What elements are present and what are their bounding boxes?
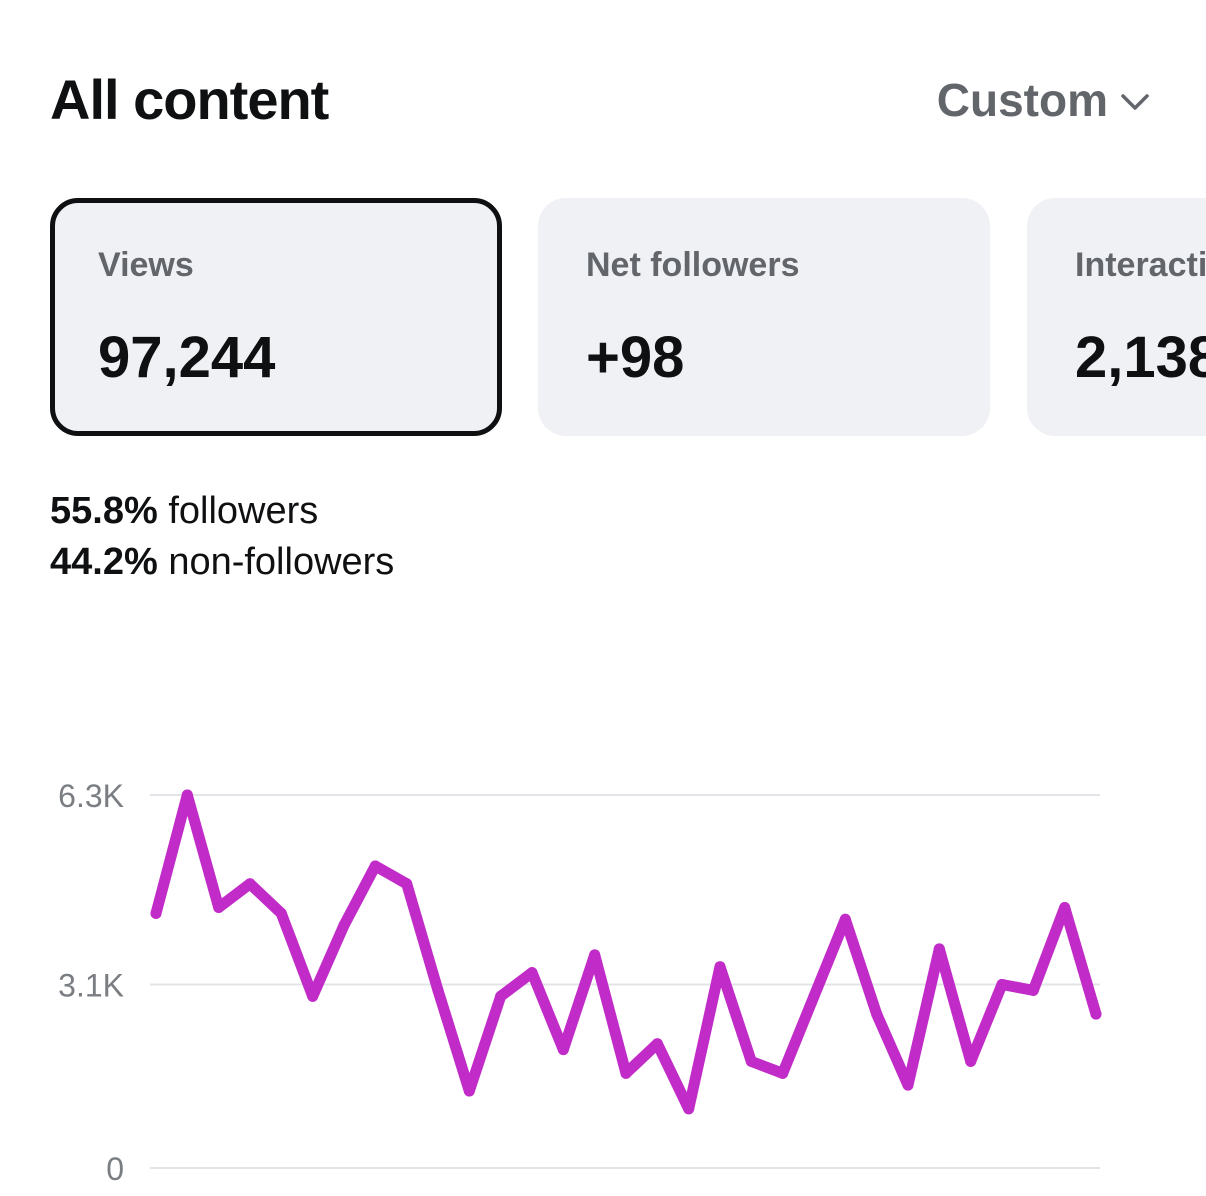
data-point-19 (745, 1055, 757, 1067)
page-title: All content (50, 68, 329, 131)
interactions-card[interactable]: Interactions 2,138 (1027, 198, 1206, 436)
interactions-card-value: 2,138 (1075, 325, 1206, 390)
data-point-28 (1027, 984, 1039, 996)
data-point-7 (369, 860, 381, 872)
data-point-5 (307, 990, 319, 1002)
data-point-26 (965, 1055, 977, 1067)
header: All content Custom (50, 62, 1150, 142)
y-tick-label-1: 3.1K (58, 967, 124, 1003)
data-point-8 (401, 878, 413, 890)
interactions-card-label: Interactions (1075, 246, 1206, 284)
data-point-23 (871, 1008, 883, 1020)
audience-breakdown: 55.8% followers 44.2% non-followers (50, 486, 394, 588)
views-line-chart: 0 3.1K 6.3K (58, 778, 1102, 1187)
data-point-2 (213, 902, 225, 913)
data-point-30 (1090, 1008, 1102, 1020)
followers-row: 55.8% followers (50, 486, 394, 537)
date-range-label: Custom (936, 74, 1108, 126)
data-point-12 (526, 967, 538, 979)
data-point-11 (495, 990, 507, 1002)
net-followers-card-value: +98 (586, 325, 685, 390)
data-point-3 (244, 878, 256, 890)
net-followers-card[interactable]: Net followers +98 (538, 198, 990, 436)
data-point-18 (714, 961, 726, 973)
data-point-6 (338, 919, 350, 931)
data-point-20 (777, 1067, 789, 1079)
metric-cards: Views 97,244 Net followers +98 Interacti… (50, 198, 1206, 438)
followers-label: followers (168, 490, 319, 532)
data-point-27 (996, 979, 1008, 990)
data-point-29 (1059, 902, 1071, 913)
data-point-9 (432, 984, 444, 996)
data-point-22 (839, 913, 851, 925)
y-tick-label-2: 6.3K (58, 778, 124, 814)
views-card[interactable]: Views 97,244 (50, 198, 502, 436)
data-point-15 (620, 1067, 632, 1079)
data-point-4 (275, 907, 287, 919)
data-point-13 (557, 1044, 569, 1056)
non-followers-label: non-followers (168, 541, 395, 583)
data-point-24 (902, 1079, 914, 1091)
data-point-1 (181, 789, 193, 801)
non-followers-percent: 44.2% (50, 541, 158, 583)
data-point-0 (150, 907, 162, 919)
followers-percent: 55.8% (50, 490, 158, 532)
non-followers-row: 44.2% non-followers (50, 537, 394, 588)
data-point-16 (651, 1038, 663, 1050)
views-chart: 0 3.1K 6.3K (0, 760, 1206, 1196)
data-point-25 (933, 943, 945, 955)
views-card-value: 97,244 (98, 325, 276, 390)
views-card-label: Views (98, 246, 194, 284)
date-range-dropdown[interactable]: Custom (937, 66, 1150, 134)
data-point-10 (463, 1085, 475, 1097)
chevron-down-icon (1121, 94, 1149, 110)
series-line-0 (150, 789, 1102, 1115)
data-point-21 (808, 990, 820, 1002)
y-tick-label-0: 0 (106, 1151, 124, 1187)
net-followers-card-label: Net followers (586, 246, 800, 284)
data-point-14 (589, 949, 601, 961)
data-point-17 (683, 1103, 695, 1115)
